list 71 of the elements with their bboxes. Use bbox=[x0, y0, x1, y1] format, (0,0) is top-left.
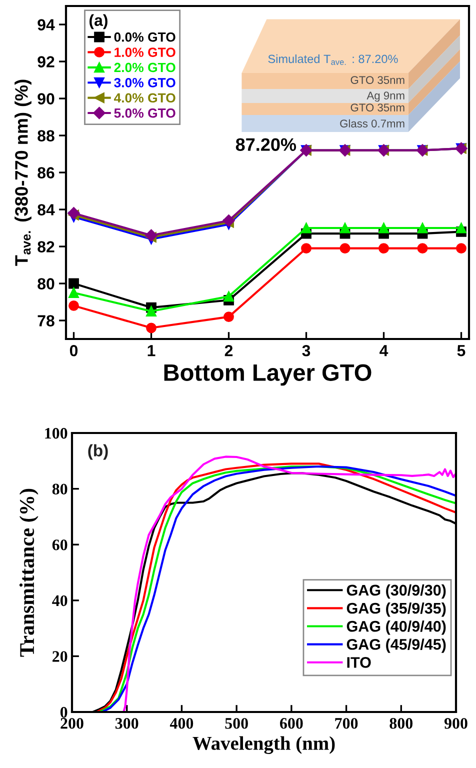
y-tick-label: 0 bbox=[60, 706, 68, 718]
legend-label: ITO bbox=[347, 657, 371, 668]
y-tick-label: 80 bbox=[38, 278, 54, 290]
point bbox=[417, 222, 428, 234]
point bbox=[145, 229, 158, 242]
legend-label: 5.0% GTO bbox=[114, 108, 176, 118]
annotation: Glass 0.7mm bbox=[340, 119, 404, 128]
point bbox=[301, 222, 312, 234]
y-tick-label: 94 bbox=[38, 19, 55, 30]
point bbox=[378, 243, 389, 254]
x-tick-label: 400 bbox=[170, 718, 194, 729]
legend-label: 0.0% GTO bbox=[114, 32, 176, 42]
legend-label: 3.0% GTO bbox=[114, 78, 176, 88]
x-tick-label: 3 bbox=[302, 344, 310, 356]
y-tick-label: 100 bbox=[45, 428, 68, 439]
x-tick-label: 200 bbox=[60, 718, 84, 729]
point bbox=[68, 288, 79, 298]
point bbox=[340, 222, 350, 234]
x-tick-label: 600 bbox=[280, 718, 303, 729]
y-tick-label: 88 bbox=[38, 130, 54, 142]
x-tick-label: 0 bbox=[70, 344, 78, 356]
point bbox=[146, 306, 156, 316]
point bbox=[68, 278, 79, 289]
legend-label: GAG (40/9/40) bbox=[346, 620, 446, 635]
annotation: (b) bbox=[88, 444, 108, 460]
annotation: 87.20% bbox=[236, 138, 296, 151]
annotation: Ag 9nm bbox=[366, 92, 404, 102]
x-tick-label: 4 bbox=[380, 345, 388, 356]
legend-label: GAG (35/9/35) bbox=[346, 602, 446, 617]
x-tick-label: 900 bbox=[444, 718, 468, 729]
point bbox=[378, 222, 389, 234]
point bbox=[222, 214, 235, 227]
y-tick-label: 78 bbox=[38, 315, 54, 326]
x-tick-label: 1 bbox=[148, 345, 156, 356]
y-axis-title: T$_{ave.}$ (380-770 nm) (%) bbox=[14, 80, 32, 266]
y-tick-label: 60 bbox=[52, 540, 68, 550]
point bbox=[301, 243, 312, 254]
point bbox=[224, 312, 234, 322]
y-tick-label: 20 bbox=[52, 651, 68, 662]
y-tick-label: 40 bbox=[52, 595, 68, 606]
y-tick-label: 92 bbox=[38, 56, 54, 68]
x-tick-label: 500 bbox=[225, 718, 248, 729]
legend-title: (a) bbox=[90, 14, 108, 30]
y-tick-label: 80 bbox=[52, 484, 68, 494]
x-tick-label: 5 bbox=[457, 345, 466, 356]
legend-label: GAG (30/9/30) bbox=[346, 584, 446, 599]
point bbox=[68, 300, 79, 311]
x-tick-label: 2 bbox=[224, 344, 233, 356]
legend-label: 2.0% GTO bbox=[114, 62, 176, 72]
point bbox=[417, 243, 428, 254]
x-tick-label: 700 bbox=[335, 718, 358, 729]
x-tick-label: 300 bbox=[115, 718, 138, 729]
y-tick-label: 82 bbox=[38, 241, 54, 252]
point bbox=[146, 322, 156, 334]
x-tick-label: 800 bbox=[390, 718, 413, 729]
annotation: Simulated T$_{ave.}$ : 87.20% bbox=[268, 54, 398, 65]
annotation: GTO 35nm bbox=[350, 104, 404, 112]
legend-label: 1.0% GTO bbox=[114, 48, 176, 57]
annotation: GTO 35nm bbox=[350, 76, 404, 84]
point bbox=[340, 243, 350, 254]
y-tick-label: 90 bbox=[38, 93, 54, 104]
x-axis-title: Wavelength (nm) bbox=[192, 736, 335, 754]
legend-label: GAG (45/9/45) bbox=[346, 638, 446, 653]
y-tick-label: 84 bbox=[38, 204, 55, 216]
point bbox=[456, 222, 466, 234]
x-axis-title: Bottom Layer GTO bbox=[164, 364, 372, 386]
legend-label: 4.0% GTO bbox=[114, 93, 176, 103]
y-tick-label: 86 bbox=[38, 167, 54, 178]
y-axis-title: Transmittance (%) bbox=[19, 488, 38, 657]
point bbox=[224, 291, 234, 302]
point bbox=[456, 243, 466, 254]
